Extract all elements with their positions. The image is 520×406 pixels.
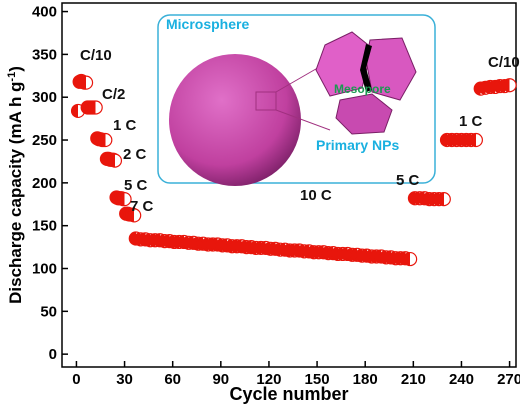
rate-label: 1 C (459, 113, 483, 130)
particle (315, 31, 373, 97)
y-tick-label: 0 (49, 346, 57, 363)
x-tick-label: 180 (353, 371, 378, 388)
y-tick-label: 400 (32, 4, 57, 21)
x-tick-label: 270 (497, 371, 520, 388)
data-point (468, 132, 483, 148)
rate-label: 5 C (396, 172, 420, 189)
data-point (117, 192, 132, 207)
y-tick-label: 100 (32, 261, 57, 278)
rate-label: C/10 (488, 54, 520, 71)
rate-label: 2 C (123, 146, 147, 163)
data-point (98, 132, 113, 148)
y-tick-label: 250 (32, 132, 57, 149)
x-axis-title: Cycle number (229, 384, 348, 404)
rate-label: 10 C (300, 187, 332, 204)
data-point (403, 251, 418, 267)
pore (360, 44, 372, 92)
x-tick-label: 0 (72, 371, 80, 388)
inset-label: Primary NPs (316, 137, 399, 153)
x-tick-label: 30 (116, 371, 133, 388)
y-tick-label: 300 (32, 89, 57, 106)
y-tick-label: 150 (32, 218, 57, 235)
plot-frame (61, 2, 517, 368)
data-point (502, 78, 517, 93)
data-point (78, 75, 94, 90)
inset (157, 14, 436, 186)
rate-label: C/10 (80, 47, 112, 64)
inset-label: Microsphere (166, 16, 249, 32)
rate-label: 5 C (124, 177, 148, 194)
x-tick-label: 240 (449, 371, 474, 388)
x-tick-label: 90 (212, 371, 229, 388)
rate-label: 7 C (130, 198, 154, 215)
y-tick-label: 200 (32, 175, 57, 192)
data-point (88, 100, 103, 115)
x-tick-label: 210 (401, 371, 426, 388)
y-axis-title-sup: -1 (6, 72, 18, 82)
x-tick-label: 120 (256, 371, 281, 388)
rate-label: 1 C (113, 117, 137, 134)
inset-label: Mesopore (334, 82, 391, 96)
y-tick-label: 50 (40, 303, 57, 320)
x-tick-label: 60 (164, 371, 181, 388)
data-point (107, 153, 123, 168)
y-axis-title-end: ) (6, 66, 25, 72)
microsphere (169, 54, 301, 186)
data-point (127, 208, 142, 223)
zoom-box (255, 91, 277, 111)
x-tick-label: 150 (305, 371, 330, 388)
particle (335, 93, 393, 135)
y-tick-label: 350 (32, 46, 57, 63)
zoom-line (275, 109, 331, 131)
rate-label: C/2 (102, 86, 125, 103)
y-axis-title: Discharge capacity (mA h g-1) (6, 66, 25, 304)
data-point (436, 192, 451, 207)
y-axis-title-text: Discharge capacity (mA h g (6, 82, 25, 304)
